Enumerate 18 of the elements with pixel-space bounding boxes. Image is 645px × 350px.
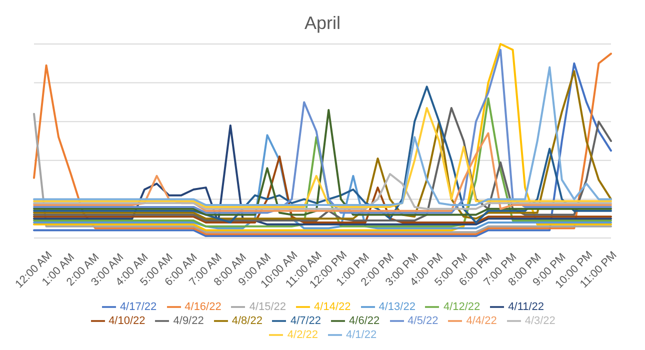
legend-label: 4/17/22 xyxy=(120,300,157,313)
chart-title: April xyxy=(303,12,342,35)
legend-label: 4/1/22 xyxy=(346,328,377,341)
legend-label: 4/15/22 xyxy=(249,300,286,313)
legend-label: 4/8/22 xyxy=(232,314,262,327)
legend-label: 4/9/22 xyxy=(173,314,204,327)
legend-label: 4/6/22 xyxy=(349,314,380,327)
legend-label: 4/14/22 xyxy=(314,300,351,313)
legend-label: 4/3/22 xyxy=(524,314,556,327)
legend-label: 4/7/22 xyxy=(290,314,322,327)
legend-label: 4/13/22 xyxy=(378,300,416,313)
legend-label: 4/11/22 xyxy=(508,300,544,313)
legend-label: 4/10/22 xyxy=(108,314,146,327)
legend-label: 4/2/22 xyxy=(287,328,318,341)
legend-label: 4/5/22 xyxy=(408,314,438,327)
legend-label: 4/12/22 xyxy=(443,300,480,313)
legend-label: 4/16/22 xyxy=(184,300,222,313)
legend-label: 4/4/22 xyxy=(466,314,497,327)
